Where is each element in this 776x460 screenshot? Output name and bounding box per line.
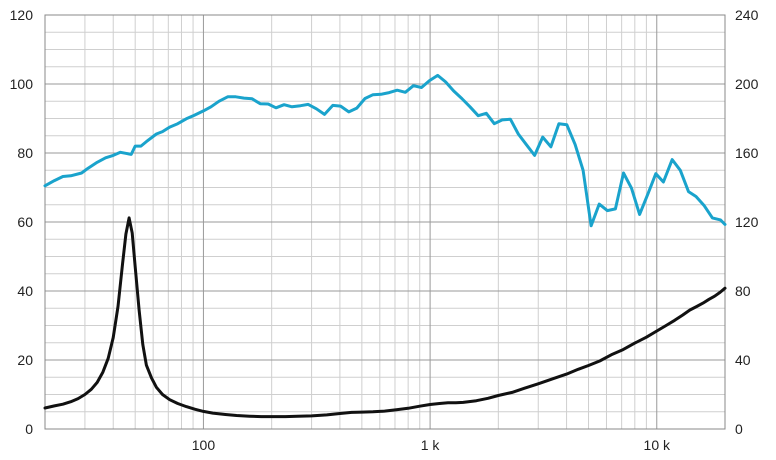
x-axis-tick-labels: 100 1 k 10 k xyxy=(192,437,671,453)
right-axis-tick-label: 200 xyxy=(735,76,759,92)
right-axis-tick-label: 80 xyxy=(735,283,751,299)
series-layer xyxy=(43,73,727,419)
series-line-2 xyxy=(43,216,727,419)
left-axis-tick-label: 100 xyxy=(10,76,34,92)
right-axis-tick-label: 0 xyxy=(735,421,743,437)
right-axis-tick-label: 160 xyxy=(735,145,759,161)
left-axis-tick-labels: 0 20 40 60 80 100 120 xyxy=(10,7,34,437)
right-axis-tick-label: 120 xyxy=(735,214,759,230)
left-axis-tick-label: 80 xyxy=(17,145,33,161)
right-axis-tick-label: 40 xyxy=(735,352,751,368)
right-axis-tick-label: 240 xyxy=(735,7,759,23)
x-axis-tick-label: 1 k xyxy=(421,437,441,453)
left-axis-tick-label: 120 xyxy=(10,7,34,23)
left-axis-tick-label: 20 xyxy=(17,352,33,368)
plot-frame xyxy=(44,14,726,430)
x-axis-tick-label: 100 xyxy=(192,437,216,453)
x-axis-tick-label: 10 k xyxy=(644,437,671,453)
series-line-1 xyxy=(43,73,727,228)
right-axis-tick-labels: 0 40 80 120 160 200 240 xyxy=(735,7,759,437)
left-axis-tick-label: 0 xyxy=(25,421,33,437)
left-axis-tick-label: 40 xyxy=(17,283,33,299)
left-axis-tick-label: 60 xyxy=(17,214,33,230)
